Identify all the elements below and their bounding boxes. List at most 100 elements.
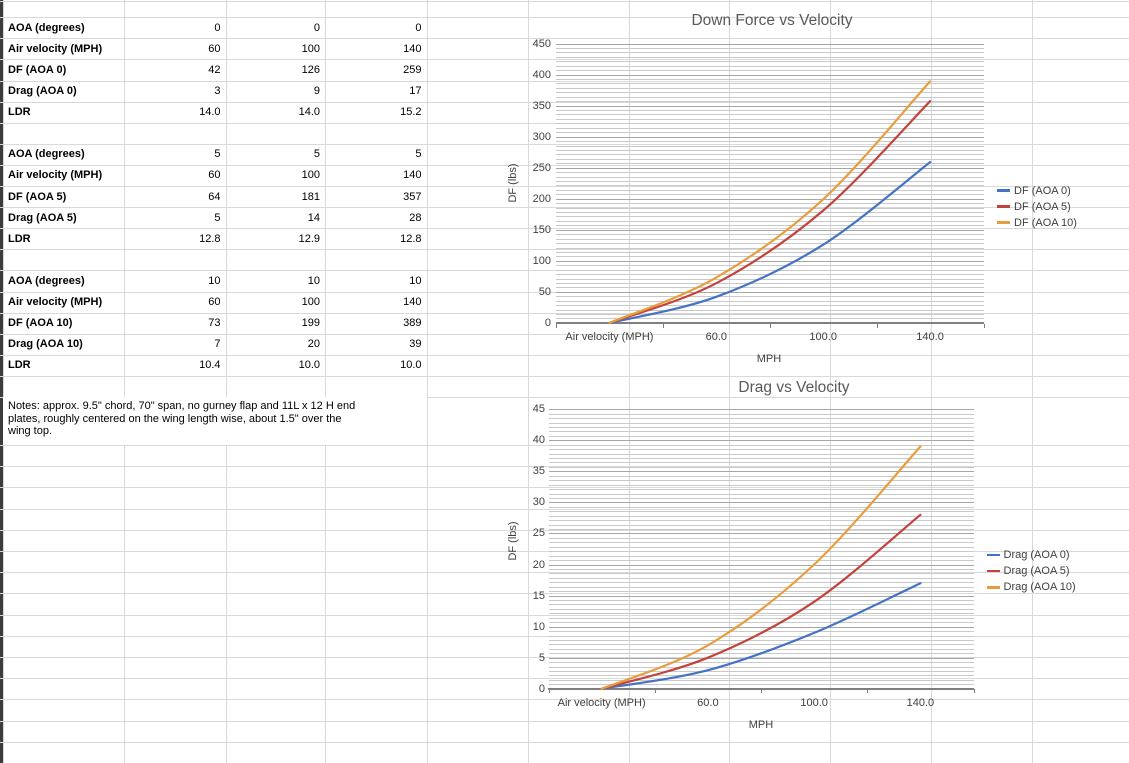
y-tick-label: 300	[532, 130, 551, 143]
grid-row-line	[0, 143, 1129, 145]
table-cell[interactable]: 12.9	[298, 232, 320, 245]
table-cell[interactable]: 100	[301, 169, 320, 182]
table-cell[interactable]: 15.2	[400, 106, 422, 119]
table-cell[interactable]: 14	[307, 211, 320, 224]
legend-item[interactable]: Drag (AOA 10)	[986, 581, 1076, 593]
table-cell[interactable]: 259	[403, 63, 422, 76]
table-cell[interactable]: 5	[214, 211, 221, 224]
plot-gridline	[548, 573, 974, 575]
grid-column-line	[1032, 0, 1033, 763]
table-cell[interactable]: 39	[409, 338, 422, 351]
plot-gridline	[556, 110, 984, 112]
legend-item[interactable]: DF (AOA 0)	[997, 185, 1071, 197]
table-row-label[interactable]: Air velocity (MPH)	[8, 296, 103, 309]
grid-row-line	[0, 333, 1129, 335]
table-cell[interactable]: 60	[208, 42, 221, 55]
table-cell[interactable]: 10.0	[298, 359, 320, 372]
table-row-label[interactable]: AOA (degrees)	[8, 148, 85, 161]
table-cell[interactable]: 5	[415, 148, 422, 161]
plot-gridline	[548, 671, 974, 673]
table-cell[interactable]: 140	[403, 296, 422, 309]
legend-label: DF (AOA 10)	[1014, 216, 1077, 229]
table-cell[interactable]: 5	[214, 148, 221, 161]
x-tick-label: 100.0	[809, 330, 837, 343]
table-row-label[interactable]: Drag (AOA 0)	[8, 85, 77, 98]
table-cell[interactable]: 28	[409, 211, 422, 224]
table-cell[interactable]: 126	[301, 63, 320, 76]
legend-item[interactable]: Drag (AOA 0)	[986, 549, 1070, 561]
table-cell[interactable]: 0	[214, 21, 221, 34]
table-cell[interactable]: 10	[307, 274, 320, 287]
table-cell[interactable]: 12.8	[400, 232, 422, 245]
x-axis-tickmark	[876, 323, 878, 328]
legend-item[interactable]: DF (AOA 10)	[997, 217, 1077, 229]
legend-item[interactable]: DF (AOA 5)	[997, 201, 1071, 213]
table-row-label[interactable]: Drag (AOA 5)	[8, 211, 77, 224]
plot-gridline	[548, 462, 974, 464]
table-cell[interactable]: 10	[208, 274, 221, 287]
table-cell[interactable]: 42	[208, 63, 221, 76]
table-row-label[interactable]: Air velocity (MPH)	[8, 42, 103, 55]
table-row-label[interactable]: LDR	[8, 106, 31, 119]
plot-gridline	[548, 675, 974, 677]
plot-gridline	[556, 234, 984, 236]
table-row-label[interactable]: Drag (AOA 10)	[8, 338, 83, 351]
table-row-label[interactable]: LDR	[8, 232, 31, 245]
y-tick-label: 450	[532, 37, 551, 50]
table-cell[interactable]: 9	[313, 85, 320, 98]
table-cell[interactable]: 0	[415, 21, 422, 34]
plot-gridline	[548, 555, 974, 557]
plot-gridline	[548, 631, 974, 633]
table-cell[interactable]: 181	[301, 190, 320, 203]
plot-gridline	[548, 480, 974, 482]
plot-gridline	[556, 274, 984, 276]
table-cell[interactable]: 60	[208, 169, 221, 182]
plot-gridline	[556, 296, 984, 298]
legend-item[interactable]: Drag (AOA 5)	[986, 565, 1070, 577]
plot-gridline	[556, 212, 984, 214]
table-row-label[interactable]: DF (AOA 10)	[8, 317, 73, 330]
legend-label: Drag (AOA 0)	[1003, 549, 1070, 561]
table-cell[interactable]: 140	[403, 42, 422, 55]
table-cell[interactable]: 140	[403, 169, 422, 182]
table-row-label[interactable]: AOA (degrees)	[8, 274, 85, 287]
table-row-label[interactable]: AOA (degrees)	[8, 21, 85, 34]
plot-gridline	[548, 679, 974, 681]
table-cell[interactable]: 10.0	[400, 359, 422, 372]
table-cell[interactable]: 10.4	[199, 359, 221, 372]
grid-column-line	[629, 0, 630, 763]
plot-gridline	[556, 220, 984, 222]
table-cell[interactable]: 17	[409, 85, 422, 98]
table-row-label[interactable]: LDR	[8, 359, 31, 372]
plot-gridline	[548, 422, 974, 424]
table-cell[interactable]: 3	[214, 85, 221, 98]
legend-swatch-line	[986, 569, 1000, 573]
table-cell[interactable]: 7	[214, 338, 221, 351]
table-cell[interactable]: 100	[301, 296, 320, 309]
table-cell[interactable]: 5	[313, 148, 320, 161]
plot-gridline	[548, 502, 974, 504]
plot-gridline	[548, 608, 974, 610]
table-cell[interactable]: 64	[208, 190, 221, 203]
table-cell[interactable]: 20	[307, 338, 320, 351]
table-cell[interactable]: 60	[208, 296, 221, 309]
downforce-x-axis-title: MPH	[756, 353, 782, 365]
table-cell[interactable]: 199	[301, 317, 320, 330]
table-row-label[interactable]: DF (AOA 5)	[8, 190, 67, 203]
table-cell[interactable]: 14.0	[298, 106, 320, 119]
table-cell[interactable]: 0	[313, 21, 320, 34]
table-cell[interactable]: 10	[409, 274, 422, 287]
table-cell[interactable]: 389	[403, 317, 422, 330]
plot-gridline	[548, 449, 974, 451]
downforce-chart[interactable]	[521, 4, 1061, 370]
table-cell[interactable]: 14.0	[199, 106, 221, 119]
table-cell[interactable]: 73	[208, 317, 221, 330]
table-cell[interactable]: 100	[301, 42, 320, 55]
table-row-label[interactable]: Air velocity (MPH)	[8, 169, 103, 182]
table-row-label[interactable]: DF (AOA 0)	[8, 63, 67, 76]
plot-gridline	[556, 70, 984, 72]
notes-cell[interactable]: Notes: approx. 9.5" chord, 70" span, no …	[3, 397, 427, 445]
plot-gridline	[556, 314, 984, 316]
table-cell[interactable]: 12.8	[199, 232, 221, 245]
table-cell[interactable]: 357	[403, 190, 422, 203]
